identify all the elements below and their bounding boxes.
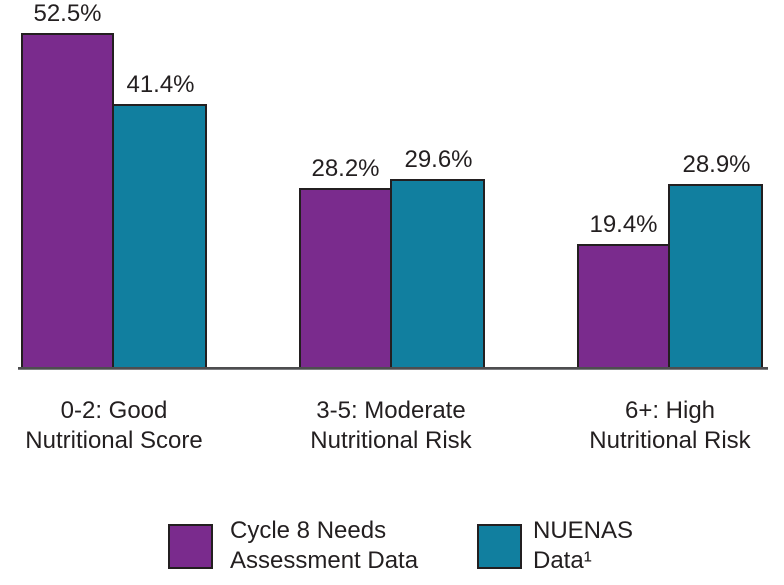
bar-cycle8-needs-assessment-group2 [577,244,670,368]
bar-cycle8-needs-assessment-group1 [299,188,392,368]
legend-swatch-cycle8-needs-assessment [168,524,213,569]
legend-swatch-nuenas [477,524,522,569]
value-label-nuenas-group0: 41.4% [126,71,195,98]
legend-label-nuenas: NUENAS Data¹ [533,517,634,574]
plot-area: 52.5% 41.4% 28.2% 29.6% 19.4% 28.9% [21,0,763,368]
x-axis-label-group0: 0-2: Good Nutritional Score [25,397,203,454]
x-axis-line [18,367,768,370]
value-label-cycle8-needs-assessment-group0: 52.5% [33,0,102,27]
bar-nuenas-group0 [112,104,207,368]
value-label-cycle8-needs-assessment-group2: 19.4% [589,211,658,238]
x-axis-label-group1: 3-5: Moderate Nutritional Risk [310,397,472,454]
bar-nuenas-group2 [668,184,763,368]
legend-label-cycle8-needs-assessment: Cycle 8 Needs Assessment Data [230,517,419,574]
value-label-nuenas-group2: 28.9% [682,151,751,178]
value-label-cycle8-needs-assessment-group1: 28.2% [311,155,380,182]
x-axis-label-group2: 6+: High Nutritional Risk [589,397,751,454]
value-label-nuenas-group1: 29.6% [404,146,473,173]
bar-nuenas-group1 [390,179,485,368]
bar-cycle8-needs-assessment-group0 [21,33,114,368]
